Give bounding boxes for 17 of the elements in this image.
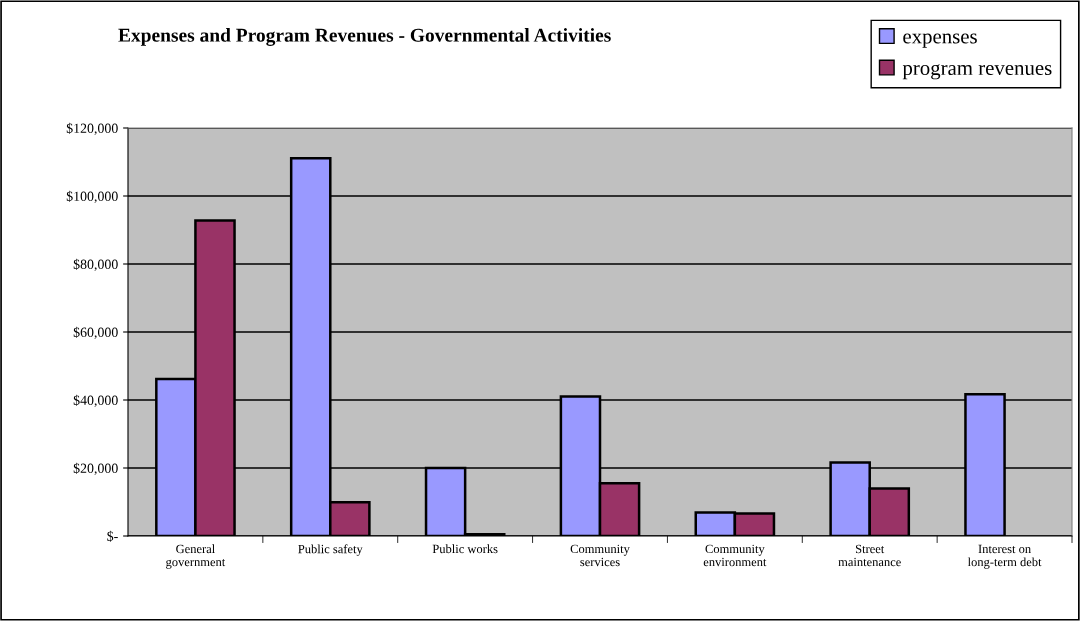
legend-label: program revenues <box>902 64 1052 80</box>
y-tick-label: $100,000 <box>66 190 118 203</box>
y-tick-label: $- <box>107 530 118 542</box>
y-tick-label: $120,000 <box>66 122 118 135</box>
y-tick-label: $60,000 <box>73 326 118 339</box>
x-tick-label: Interest on long-term debt <box>967 544 1042 569</box>
y-tick-label: $20,000 <box>73 462 118 475</box>
x-tick-label: Community environment <box>703 544 767 567</box>
x-tick-label: Community services <box>570 544 630 567</box>
x-tick-label: Street maintenance <box>838 544 901 567</box>
x-tick-label: General government <box>166 544 226 569</box>
x-tick-label: Public safety <box>298 544 363 556</box>
legend-label: expenses <box>903 33 977 48</box>
x-tick-label: Public works <box>432 544 498 554</box>
y-tick-label: $40,000 <box>73 394 118 407</box>
chart-title: Expenses and Program Revenues - Governmental Activities <box>118 28 611 46</box>
y-tick-label: $80,000 <box>73 258 118 271</box>
